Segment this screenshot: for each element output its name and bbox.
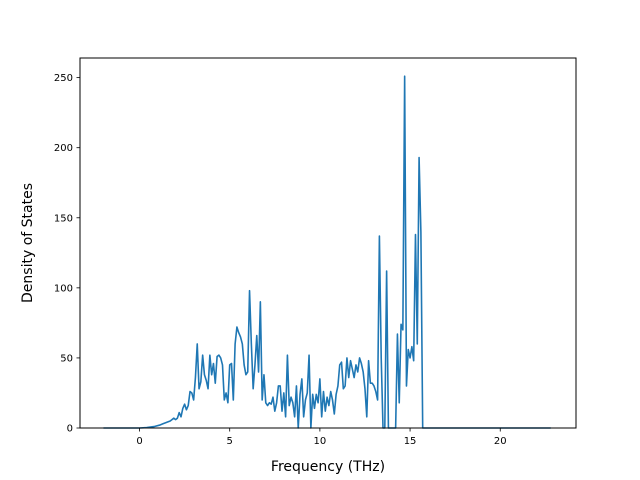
y-tick-label: 50 [60,353,73,364]
x-tick-label: 5 [227,436,233,447]
x-axis-label: Frequency (THz) [271,459,385,475]
x-tick-label: 10 [314,436,327,447]
plot-area [80,58,576,428]
y-axis-label: Density of States [20,183,36,303]
y-tick-label: 0 [67,424,73,435]
x-tick-label: 15 [404,436,417,447]
y-tick-label: 250 [54,73,73,84]
y-tick-label: 200 [54,143,73,154]
x-tick-label: 0 [136,436,142,447]
y-ticks: 0 50 100 150 200 250 [54,73,80,435]
plot-frame [79,57,577,429]
x-tick-label: 20 [494,436,507,447]
y-tick-label: 150 [54,213,73,224]
y-tick-label: 100 [54,283,73,294]
x-ticks: 0 5 10 15 20 [136,428,507,447]
